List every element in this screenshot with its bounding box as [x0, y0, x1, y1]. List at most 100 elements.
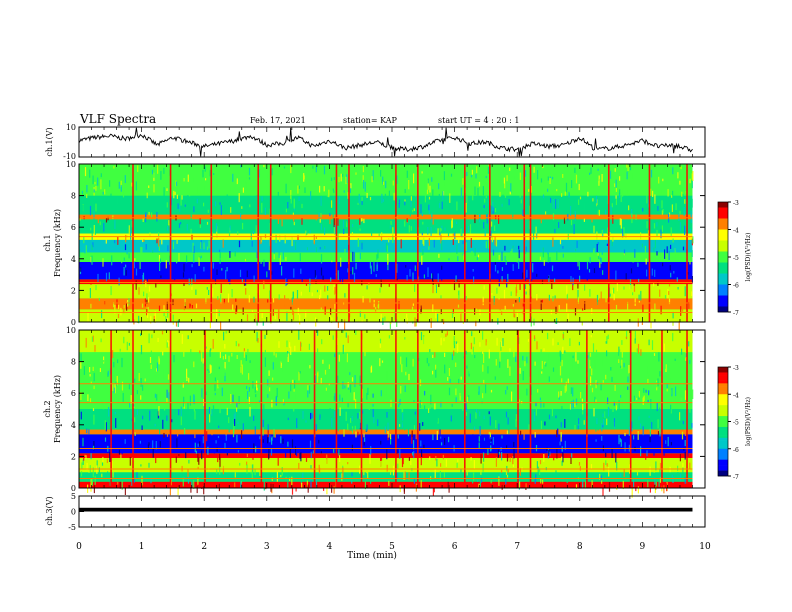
psd-cell [602, 487, 604, 497]
psd-cell [318, 212, 320, 220]
psd-cell [196, 486, 198, 494]
psd-cell [665, 376, 668, 382]
psd-cell [219, 259, 221, 264]
psd-cell [456, 244, 458, 254]
psd-cell [273, 249, 275, 254]
psd-cell [386, 371, 388, 381]
psd-cell [128, 383, 130, 390]
psd-cell [504, 179, 506, 189]
psd-cell [148, 297, 150, 304]
psd-cell [150, 316, 152, 324]
colorbar-cell [718, 221, 728, 225]
psd-cell [93, 189, 95, 193]
psd-cell [506, 386, 508, 390]
psd-cell [522, 209, 524, 216]
psd-cell [634, 249, 636, 258]
psd-cell [107, 216, 109, 221]
psd-cell [438, 183, 440, 190]
psd-cell [131, 221, 133, 228]
psd-cell [665, 168, 667, 173]
psd-cell [527, 196, 529, 201]
psd-cell [263, 280, 265, 290]
psd-cell [330, 277, 332, 282]
psd-cell [172, 241, 175, 250]
psd-cell [659, 469, 661, 479]
psd-cell [494, 236, 496, 246]
psd-cell [372, 393, 374, 398]
psd-cell [578, 199, 580, 205]
psd-cell [238, 267, 240, 272]
psd-cell [352, 224, 354, 228]
psd-cell [572, 283, 574, 291]
psd-cell [528, 189, 530, 192]
psd-cell [187, 195, 189, 204]
colorbar-cell [718, 456, 728, 460]
psd-cell [301, 203, 303, 209]
x-tick-label: 2 [201, 542, 207, 552]
psd-cell [114, 383, 116, 394]
psd-cell [380, 237, 383, 242]
psd-cell [151, 334, 153, 339]
psd-cell [398, 404, 400, 408]
psd-cell [281, 219, 283, 227]
psd-cell [666, 388, 668, 392]
psd-cell [398, 243, 400, 246]
psd-cell [319, 247, 321, 250]
psd-cell [93, 372, 95, 382]
psd-cell [685, 358, 687, 361]
psd-cell [306, 472, 308, 479]
psd-cell [635, 247, 637, 252]
psd-cell [546, 447, 548, 451]
psd-cell [611, 203, 613, 208]
psd-cell [152, 448, 154, 458]
psd-cell [472, 269, 474, 272]
colorbar-cell [718, 287, 728, 291]
psd-cell [349, 185, 351, 193]
psd-cell [363, 211, 365, 215]
psd-cell [421, 255, 423, 265]
psd-cell [548, 414, 551, 420]
psd-cell [101, 310, 103, 319]
psd-cell [351, 178, 353, 182]
psd-cell [411, 434, 413, 444]
frequency-band [79, 453, 693, 458]
psd-cell [406, 313, 408, 318]
psd-cell [486, 214, 488, 224]
psd-cell [205, 360, 208, 368]
colorbar-cell [718, 248, 728, 252]
psd-cell [523, 433, 525, 440]
psd-cell [158, 232, 160, 237]
psd-cell [310, 480, 312, 489]
psd-cell [275, 396, 277, 405]
psd-cell [657, 431, 660, 435]
psd-cell [691, 198, 693, 208]
x-tick-label: 10 [699, 542, 711, 552]
psd-cell [532, 263, 534, 273]
x-tick-label: 8 [577, 542, 583, 552]
psd-cell [633, 479, 635, 487]
psd-cell [535, 226, 537, 234]
psd-cell [499, 351, 501, 362]
psd-cell [387, 434, 389, 441]
psd-cell [291, 236, 293, 247]
psd-cell [591, 387, 594, 393]
psd-cell [272, 362, 274, 370]
psd-cell [628, 365, 630, 374]
psd-cell [661, 225, 663, 232]
psd-cell [97, 217, 99, 224]
colorbar-cell [718, 290, 728, 294]
psd-cell [440, 337, 442, 346]
psd-cell [326, 194, 328, 197]
psd-cell [421, 402, 423, 405]
psd-cell [317, 330, 319, 336]
psd-cell [540, 478, 542, 484]
psd-cell [194, 442, 196, 453]
psd-cell [431, 273, 433, 279]
psd-cell [392, 465, 395, 476]
colorbar-cell [718, 246, 728, 250]
psd-cell [319, 185, 321, 193]
psd-cell [329, 314, 331, 318]
psd-cell [185, 452, 187, 459]
psd-cell [638, 396, 640, 400]
psd-cell [543, 260, 545, 266]
